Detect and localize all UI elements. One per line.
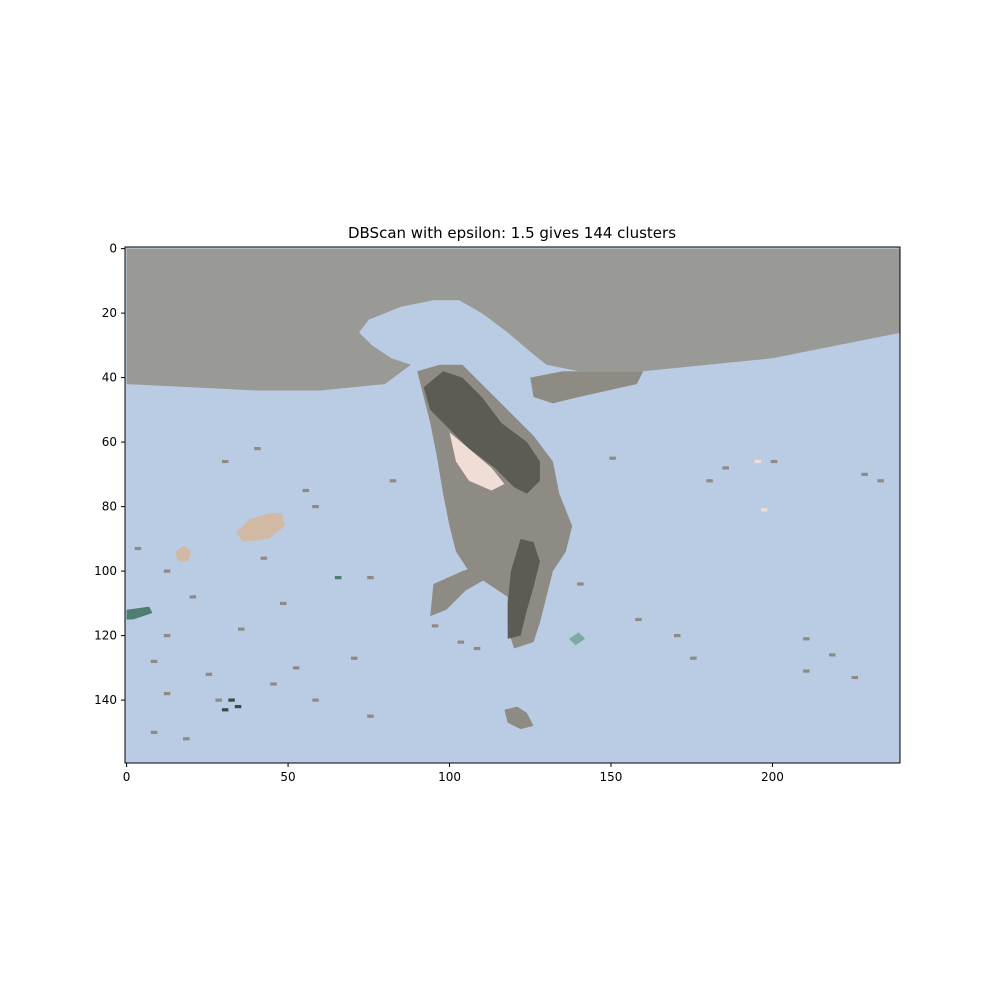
cluster-point: [877, 479, 884, 483]
cluster-region-pale_teal: [569, 632, 586, 646]
cluster-point: [367, 714, 374, 718]
plot-frame: [124, 246, 901, 764]
cluster-point: [221, 708, 229, 712]
cluster-point: [761, 508, 768, 512]
cluster-point: [389, 479, 397, 483]
plot-area: [125, 247, 900, 763]
cluster-region-shadow: [423, 371, 540, 494]
cluster-point: [163, 569, 171, 573]
y-axis: 0 20 40 60 80 100 120 140: [94, 242, 125, 707]
cluster-point: [189, 595, 197, 599]
cluster-regions: [126, 248, 900, 730]
cluster-point: [334, 576, 342, 580]
y-tick-label: 100: [94, 564, 117, 578]
cluster-point: [829, 653, 836, 657]
cluster-points: [134, 447, 884, 741]
chart-title: DBScan with epsilon: 1.5 gives 144 clust…: [348, 224, 676, 242]
cluster-region-teal: [126, 606, 153, 620]
cluster-point: [706, 479, 713, 483]
cluster-region-body: [504, 706, 534, 730]
cluster-point: [134, 546, 142, 551]
y-tick-label: 40: [102, 371, 117, 385]
cluster-region-sand: [236, 513, 285, 543]
cluster-point: [280, 601, 287, 605]
cluster-point: [851, 675, 859, 680]
y-tick-label: 60: [102, 435, 117, 449]
cluster-point: [163, 692, 171, 696]
x-tick-label: 100: [438, 770, 461, 784]
cluster-point: [215, 698, 222, 702]
cluster-point: [457, 640, 465, 644]
y-tick-label: 0: [109, 242, 117, 256]
cluster-point: [312, 698, 319, 702]
x-tick-label: 200: [761, 770, 784, 784]
x-tick-label: 50: [280, 770, 295, 784]
cluster-point: [722, 466, 729, 470]
cluster-point: [473, 646, 481, 651]
cluster-point: [254, 447, 261, 451]
cluster-point: [238, 627, 245, 631]
cluster-point: [351, 656, 358, 660]
y-tick-label: 140: [94, 693, 117, 707]
x-tick-label: 150: [600, 770, 623, 784]
cluster-point: [150, 659, 158, 663]
cluster-point: [690, 656, 697, 660]
cluster-point: [367, 576, 374, 580]
cluster-point: [205, 672, 213, 676]
cluster-point: [183, 737, 190, 741]
cluster-region-body: [430, 564, 489, 617]
cluster-point: [609, 456, 616, 460]
cluster-point: [635, 617, 642, 622]
cluster-point: [270, 682, 277, 686]
cluster-point: [674, 634, 681, 638]
cluster-point: [431, 624, 439, 628]
x-tick-label: 0: [123, 770, 131, 784]
cluster-point: [861, 472, 868, 476]
cluster-point: [163, 634, 171, 638]
cluster-region-body: [530, 371, 644, 404]
cluster-point: [312, 505, 319, 509]
y-tick-label: 80: [102, 500, 117, 514]
cluster-point: [234, 705, 242, 709]
cluster-point: [292, 666, 300, 670]
cluster-point: [577, 582, 584, 586]
cluster-region-top_region: [126, 248, 900, 391]
cluster-point: [770, 459, 778, 464]
cluster-region-shadow: [507, 538, 540, 639]
cluster-point: [228, 698, 235, 702]
cluster-point: [754, 459, 762, 464]
cluster-point: [302, 488, 310, 493]
cluster-point: [803, 637, 810, 641]
cluster-point: [260, 556, 268, 560]
cluster-region-sand: [175, 545, 192, 562]
y-tick-label: 20: [102, 306, 117, 320]
cluster-point: [803, 669, 810, 673]
cluster-point: [150, 730, 158, 734]
x-axis: 0 50 100 150 200: [123, 763, 784, 784]
cluster-region-highlight: [449, 432, 505, 491]
y-tick-label: 120: [94, 629, 117, 643]
cluster-point: [221, 459, 229, 464]
